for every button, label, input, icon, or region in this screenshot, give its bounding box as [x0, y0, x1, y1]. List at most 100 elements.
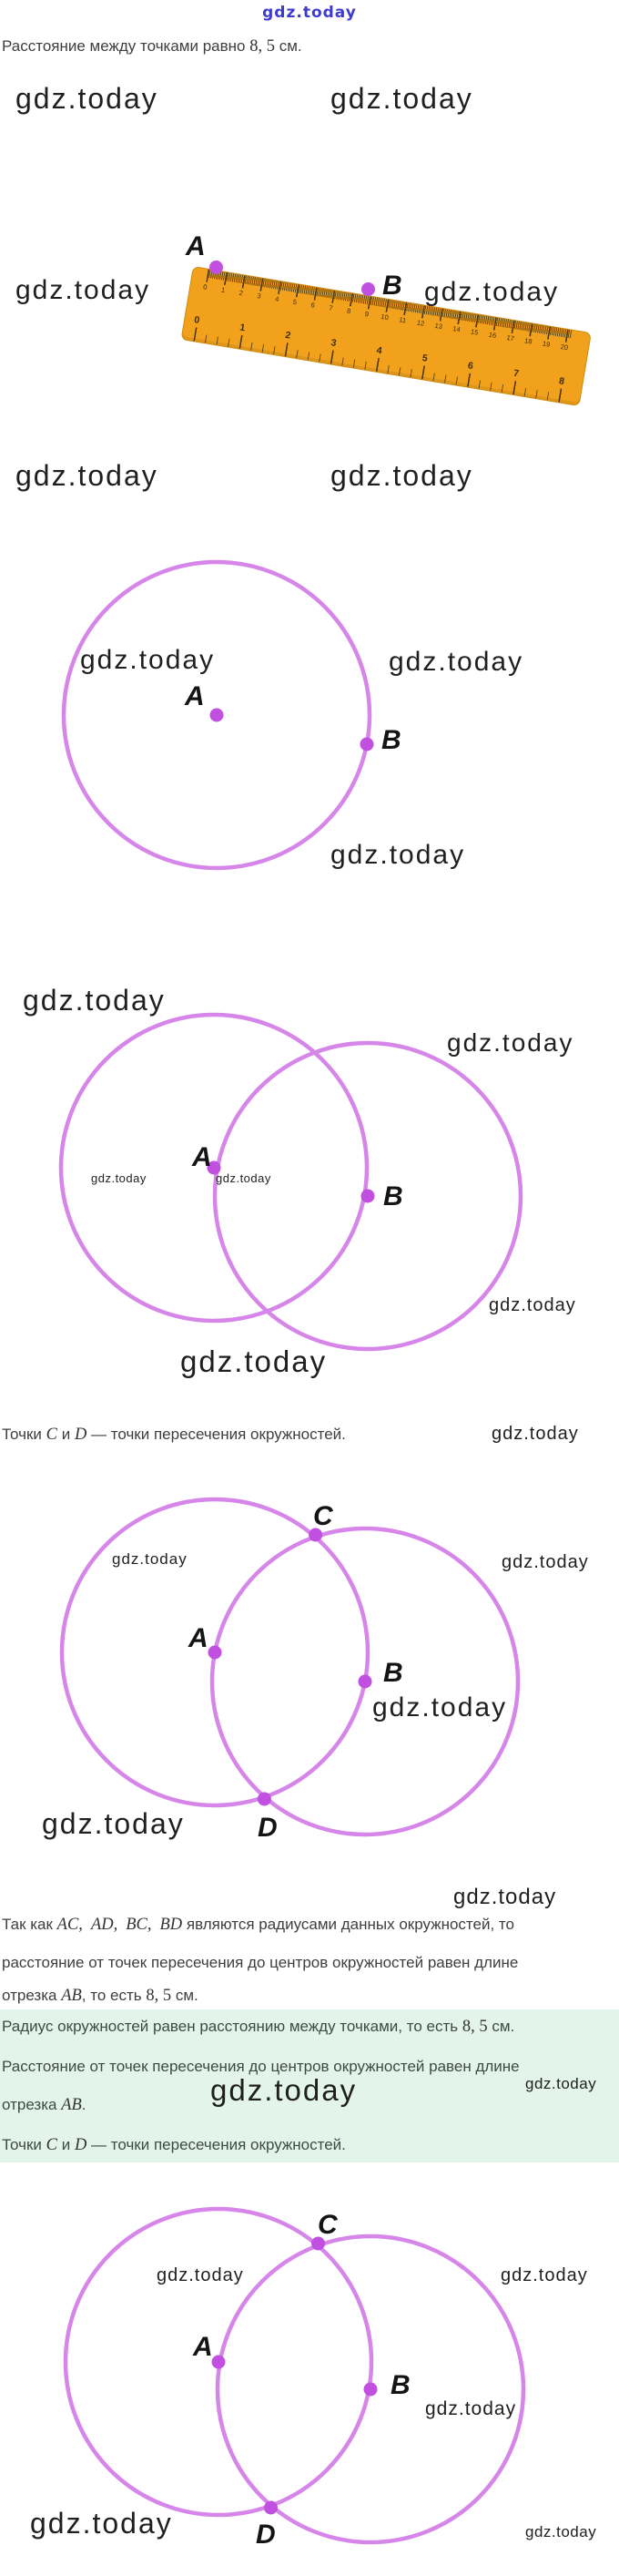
ruler-inch-number: 6 — [466, 360, 474, 373]
circle-diagram-2 — [58, 1012, 523, 1352]
watermark: gdz.today — [525, 2523, 597, 2540]
site-logo[interactable]: gdz.today — [262, 4, 357, 22]
cd-s3: — точки пересечения окружностей. — [86, 1426, 346, 1443]
ruler-cm-number: 6 — [310, 301, 316, 310]
point-label-c: C — [313, 1501, 333, 1531]
point-d-dot — [264, 2500, 278, 2515]
ruler-inch-number: 3 — [330, 337, 338, 350]
ruler-cm-number: 20 — [560, 342, 569, 353]
watermark: gdz.today — [425, 2398, 517, 2419]
watermark: gdz.today — [330, 459, 473, 492]
point-label-a: A — [186, 231, 206, 261]
point-label-b: B — [382, 271, 402, 301]
highlight-line-3: отрезка AB. — [2, 2095, 86, 2115]
ruler-cm-number: 14 — [452, 324, 462, 334]
ruler-cm-number: 12 — [416, 318, 425, 328]
ruler-cm-number: 16 — [488, 330, 497, 340]
watermark: gdz.today — [502, 1552, 589, 1572]
ruler-cm-number: 9 — [364, 309, 370, 319]
watermark: gdz.today — [525, 2075, 597, 2092]
point-label-b: B — [381, 725, 401, 755]
para-l1-m1: AC, — [56, 1916, 83, 1934]
ruler-cm-number: 13 — [433, 321, 443, 332]
ruler-inch-number: 8 — [558, 375, 565, 387]
ruler-inch-number: 2 — [284, 329, 292, 342]
watermark: gdz.today — [216, 1171, 271, 1185]
cd-m2: D — [74, 1426, 87, 1444]
watermark: gdz.today — [15, 82, 158, 115]
hl-l3-s1: отрезка — [2, 2096, 62, 2113]
ruler-cm-number: 19 — [542, 339, 552, 349]
ruler-inch-number: 1 — [238, 322, 247, 334]
ruler-cm-number: 8 — [346, 306, 351, 316]
point-c-dot — [311, 2236, 325, 2251]
intro-math-value: 8, 5 — [249, 37, 275, 56]
point-b-dot — [361, 282, 375, 296]
para-line-1: Так как AC, AD, BC, BD являются радиусами д… — [2, 1915, 514, 1935]
circle-centered-b — [212, 1040, 523, 1352]
hl-l3-s2: . — [81, 2096, 86, 2113]
watermark: gdz.today — [91, 1171, 147, 1185]
para-l3-m1: AB — [61, 1987, 82, 2005]
point-b-dot — [360, 1189, 375, 1203]
circle-diagram-4 — [63, 2206, 526, 2545]
hl-l4-m2: D — [74, 2136, 87, 2154]
para-l3-m2: 8, 5 — [146, 1987, 172, 2005]
point-label-b: B — [383, 1181, 403, 1211]
ruler-cm-number: 10 — [380, 312, 390, 322]
watermark: gdz.today — [447, 1028, 574, 1057]
point-c-dot — [309, 1528, 323, 1542]
circle-centered-b — [215, 2234, 526, 2545]
hl-l4-s3: — точки пересечения окружностей. — [86, 2136, 346, 2153]
para-l1-m4: BD — [159, 1916, 183, 1934]
ruler-cm-number: 3 — [256, 291, 262, 301]
circle-centered-a — [61, 559, 372, 871]
point-a-dot — [211, 2355, 226, 2369]
para-line-2: расстояние от точек пересечения до центр… — [2, 1954, 519, 1971]
point-b-dot — [360, 737, 374, 751]
watermark: gdz.today — [501, 2265, 588, 2285]
watermark: gdz.today — [453, 1885, 557, 1909]
cd-s2: и — [57, 1426, 75, 1443]
watermark: gdz.today — [330, 840, 466, 870]
hl-l4-s2: и — [57, 2136, 75, 2153]
cd-s1: Точки — [2, 1426, 46, 1443]
circle-diagram-1 — [61, 559, 374, 871]
watermark: gdz.today — [23, 984, 166, 1017]
circle-centered-b — [209, 1526, 521, 1837]
hl-l4-s1: Точки — [2, 2136, 46, 2153]
watermark: gdz.today — [42, 1807, 185, 1840]
watermark: gdz.today — [80, 645, 216, 675]
ruler-cm-number: 15 — [470, 327, 480, 337]
ruler-cm-number: 0 — [202, 282, 208, 291]
watermark: gdz.today — [157, 2265, 244, 2285]
point-b-dot — [358, 1674, 372, 1689]
watermark: gdz.today — [489, 1295, 576, 1315]
watermark: gdz.today — [180, 1344, 328, 1378]
para-l1-m2: AD, — [90, 1916, 118, 1934]
para-l1-s1: Так как — [2, 1916, 57, 1933]
watermark: gdz.today — [112, 1550, 188, 1568]
point-label-a: A — [185, 681, 205, 711]
ruler-cm-number: 1 — [220, 285, 226, 295]
para-line-3: отрезка AB, то есть 8, 5 см. — [2, 1986, 198, 2006]
ruler-cm-number: 17 — [505, 333, 515, 343]
para-l3-s2: , то есть — [81, 1987, 147, 2004]
watermark: gdz.today — [424, 277, 560, 307]
hl-l1-s2: см. — [487, 2018, 515, 2035]
intro-text: Расстояние между точками равно 8, 5 см. — [2, 36, 302, 56]
point-a-dot — [209, 708, 224, 722]
ruler-inch-number: 5 — [421, 353, 429, 364]
cd-m1: C — [46, 1426, 57, 1444]
watermark: gdz.today — [372, 1692, 508, 1722]
highlight-block — [0, 2009, 619, 2162]
para-l1-m3: BC, — [126, 1916, 152, 1934]
intro-pre: Расстояние между точками равно — [2, 37, 250, 55]
point-a-dot — [207, 1160, 221, 1175]
hl-l1-s1: Радиус окружностей равен расстоянию межд… — [2, 2018, 462, 2035]
intro-post: см. — [274, 37, 302, 55]
ruler-inch-number: 7 — [512, 367, 520, 380]
circle-diagram-3 — [59, 1497, 521, 1837]
para-l3-s3: см. — [171, 1987, 198, 2004]
